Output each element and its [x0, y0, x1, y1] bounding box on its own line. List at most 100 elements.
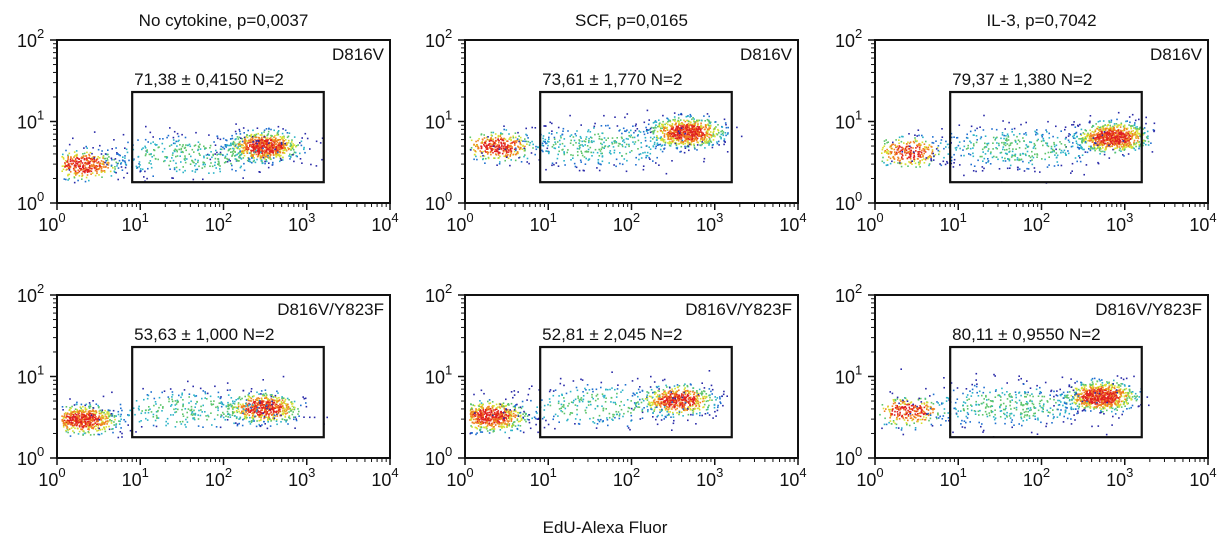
density-point	[509, 155, 511, 157]
density-point	[927, 156, 930, 159]
density-point	[1108, 130, 1110, 133]
density-point	[917, 161, 920, 164]
density-point	[1002, 160, 1005, 162]
density-point	[683, 124, 685, 126]
density-point	[122, 156, 124, 158]
density-point	[490, 138, 492, 140]
density-point	[576, 151, 579, 153]
density-point	[233, 145, 236, 148]
density-point	[111, 158, 113, 161]
density-point	[73, 166, 76, 168]
density-point	[80, 160, 82, 162]
density-point	[935, 140, 937, 142]
density-point	[82, 405, 84, 408]
density-point	[275, 153, 278, 155]
density-point	[542, 135, 545, 137]
density-point	[1080, 147, 1083, 150]
density-point	[673, 112, 676, 114]
density-point	[950, 159, 953, 162]
density-point	[477, 147, 479, 150]
density-point	[1086, 133, 1089, 136]
density-point	[94, 414, 96, 416]
density-point	[1099, 134, 1101, 136]
density-point	[484, 162, 486, 164]
density-point	[262, 156, 265, 159]
density-point	[1060, 164, 1063, 167]
density-point	[588, 140, 590, 142]
density-point	[684, 145, 686, 148]
density-point	[1128, 136, 1130, 139]
density-point	[68, 173, 71, 176]
density-point	[1116, 147, 1118, 149]
density-point	[975, 135, 978, 137]
density-point	[553, 136, 556, 139]
density-point	[1089, 149, 1092, 152]
density-point	[1091, 147, 1093, 149]
density-point	[703, 138, 705, 141]
density-point	[497, 152, 500, 154]
density-point	[897, 149, 900, 151]
density-point	[80, 428, 82, 430]
density-point	[621, 163, 624, 166]
density-point	[149, 160, 152, 162]
density-point	[1112, 132, 1114, 135]
density-point	[1040, 134, 1043, 136]
density-point	[562, 127, 565, 130]
density-point	[708, 141, 710, 144]
density-point	[578, 142, 580, 144]
density-point	[110, 413, 112, 416]
density-point	[1122, 125, 1125, 128]
density-point	[278, 154, 280, 157]
density-point	[241, 140, 244, 143]
density-point	[532, 143, 534, 146]
density-point	[708, 139, 710, 142]
density-point	[243, 169, 246, 172]
density-point	[1128, 143, 1131, 146]
density-point	[213, 141, 215, 143]
density-point	[1111, 143, 1114, 146]
density-point	[226, 153, 228, 156]
density-point	[575, 134, 577, 137]
density-point	[281, 137, 283, 140]
density-point	[101, 421, 103, 424]
density-point	[88, 166, 91, 169]
density-point	[625, 137, 628, 140]
density-point	[726, 133, 729, 136]
density-point	[682, 131, 685, 134]
density-point	[279, 143, 282, 145]
density-point	[81, 178, 83, 180]
density-point	[1074, 126, 1077, 128]
density-point	[1053, 145, 1056, 148]
density-point	[489, 147, 492, 149]
density-point	[1129, 121, 1131, 124]
density-point	[703, 160, 705, 163]
density-point	[1097, 137, 1100, 139]
density-point	[283, 135, 285, 138]
density-point	[75, 424, 78, 427]
density-point	[273, 145, 275, 148]
density-point	[265, 138, 267, 140]
density-point	[715, 126, 717, 128]
density-point	[1094, 134, 1096, 136]
density-point	[1089, 121, 1091, 124]
density-point	[251, 135, 254, 138]
density-point	[574, 133, 577, 135]
density-point	[994, 139, 996, 141]
density-point	[254, 136, 257, 139]
density-point	[1105, 146, 1107, 148]
density-point	[499, 146, 501, 148]
density-point	[607, 124, 609, 127]
density-point	[666, 133, 669, 136]
density-point	[1039, 171, 1041, 173]
density-point	[1113, 139, 1115, 142]
density-point	[561, 133, 564, 136]
density-point	[570, 154, 572, 156]
density-point	[702, 138, 704, 141]
density-point	[1076, 146, 1079, 149]
density-point	[636, 128, 639, 130]
density-point	[688, 149, 690, 152]
density-point	[972, 170, 975, 172]
density-point	[503, 145, 505, 148]
density-point	[609, 150, 612, 152]
density-point	[237, 138, 240, 140]
